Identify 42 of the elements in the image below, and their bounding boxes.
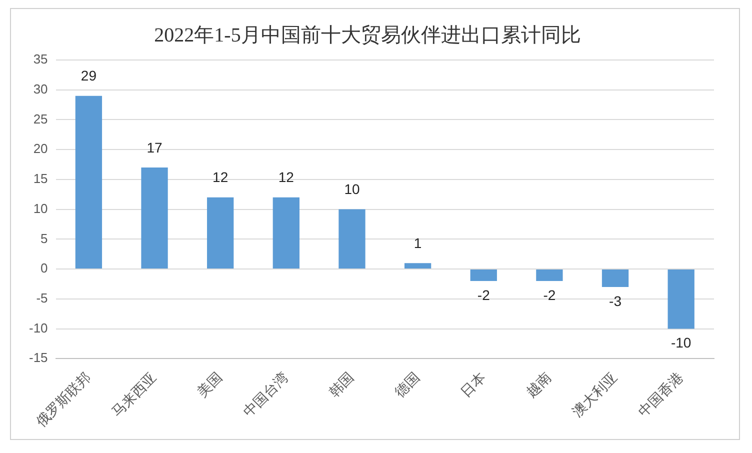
- data-label: -10: [670, 334, 692, 351]
- y-tick-label: 25: [33, 111, 48, 126]
- x-tick-label: 日本: [458, 370, 490, 401]
- y-tick-label: 35: [33, 52, 48, 67]
- data-label: 12: [212, 169, 228, 186]
- data-label: 12: [278, 169, 294, 186]
- y-tick-label: 20: [33, 141, 48, 156]
- bar: [404, 263, 432, 269]
- x-tick-label: 澳大利亚: [570, 370, 621, 421]
- x-tick-label: 韩国: [326, 370, 358, 401]
- x-tick-label: 马来西亚: [109, 370, 160, 421]
- data-label: -2: [543, 286, 556, 303]
- x-tick-label: 俄罗斯联邦: [33, 370, 94, 430]
- x-tick-label: 中国香港: [636, 370, 686, 421]
- y-tick-label: -5: [36, 290, 48, 306]
- x-tick-label: 美国: [194, 370, 226, 401]
- bar: [536, 270, 563, 281]
- y-tick-label: 30: [33, 81, 48, 96]
- data-label: -2: [477, 286, 490, 303]
- x-tick-label: 德国: [392, 370, 424, 401]
- data-label: 1: [414, 234, 422, 251]
- bar: [272, 197, 300, 269]
- y-tick-label: 10: [33, 200, 48, 216]
- y-tick-label: -10: [28, 320, 48, 336]
- bar: [75, 96, 102, 269]
- data-label: 17: [146, 139, 163, 156]
- data-label: 10: [344, 181, 360, 198]
- bar: [470, 270, 497, 281]
- y-tick-label: -15: [28, 350, 48, 366]
- data-label: 29: [80, 68, 97, 84]
- data-label: -3: [609, 292, 622, 309]
- x-tick-label: 越南: [524, 370, 555, 401]
- bar: [207, 197, 234, 269]
- x-tick-label: 中国台湾: [240, 370, 292, 421]
- bar: [602, 270, 629, 287]
- y-tick-label: 5: [40, 230, 48, 246]
- y-tick-label: 0: [40, 260, 48, 276]
- bar: [141, 168, 168, 269]
- bar: [668, 270, 694, 329]
- bar: [338, 209, 366, 269]
- y-tick-label: 15: [33, 171, 48, 186]
- chart-title: 2022年1-5月中国前十大贸易伙伴进出口累计同比: [154, 24, 581, 46]
